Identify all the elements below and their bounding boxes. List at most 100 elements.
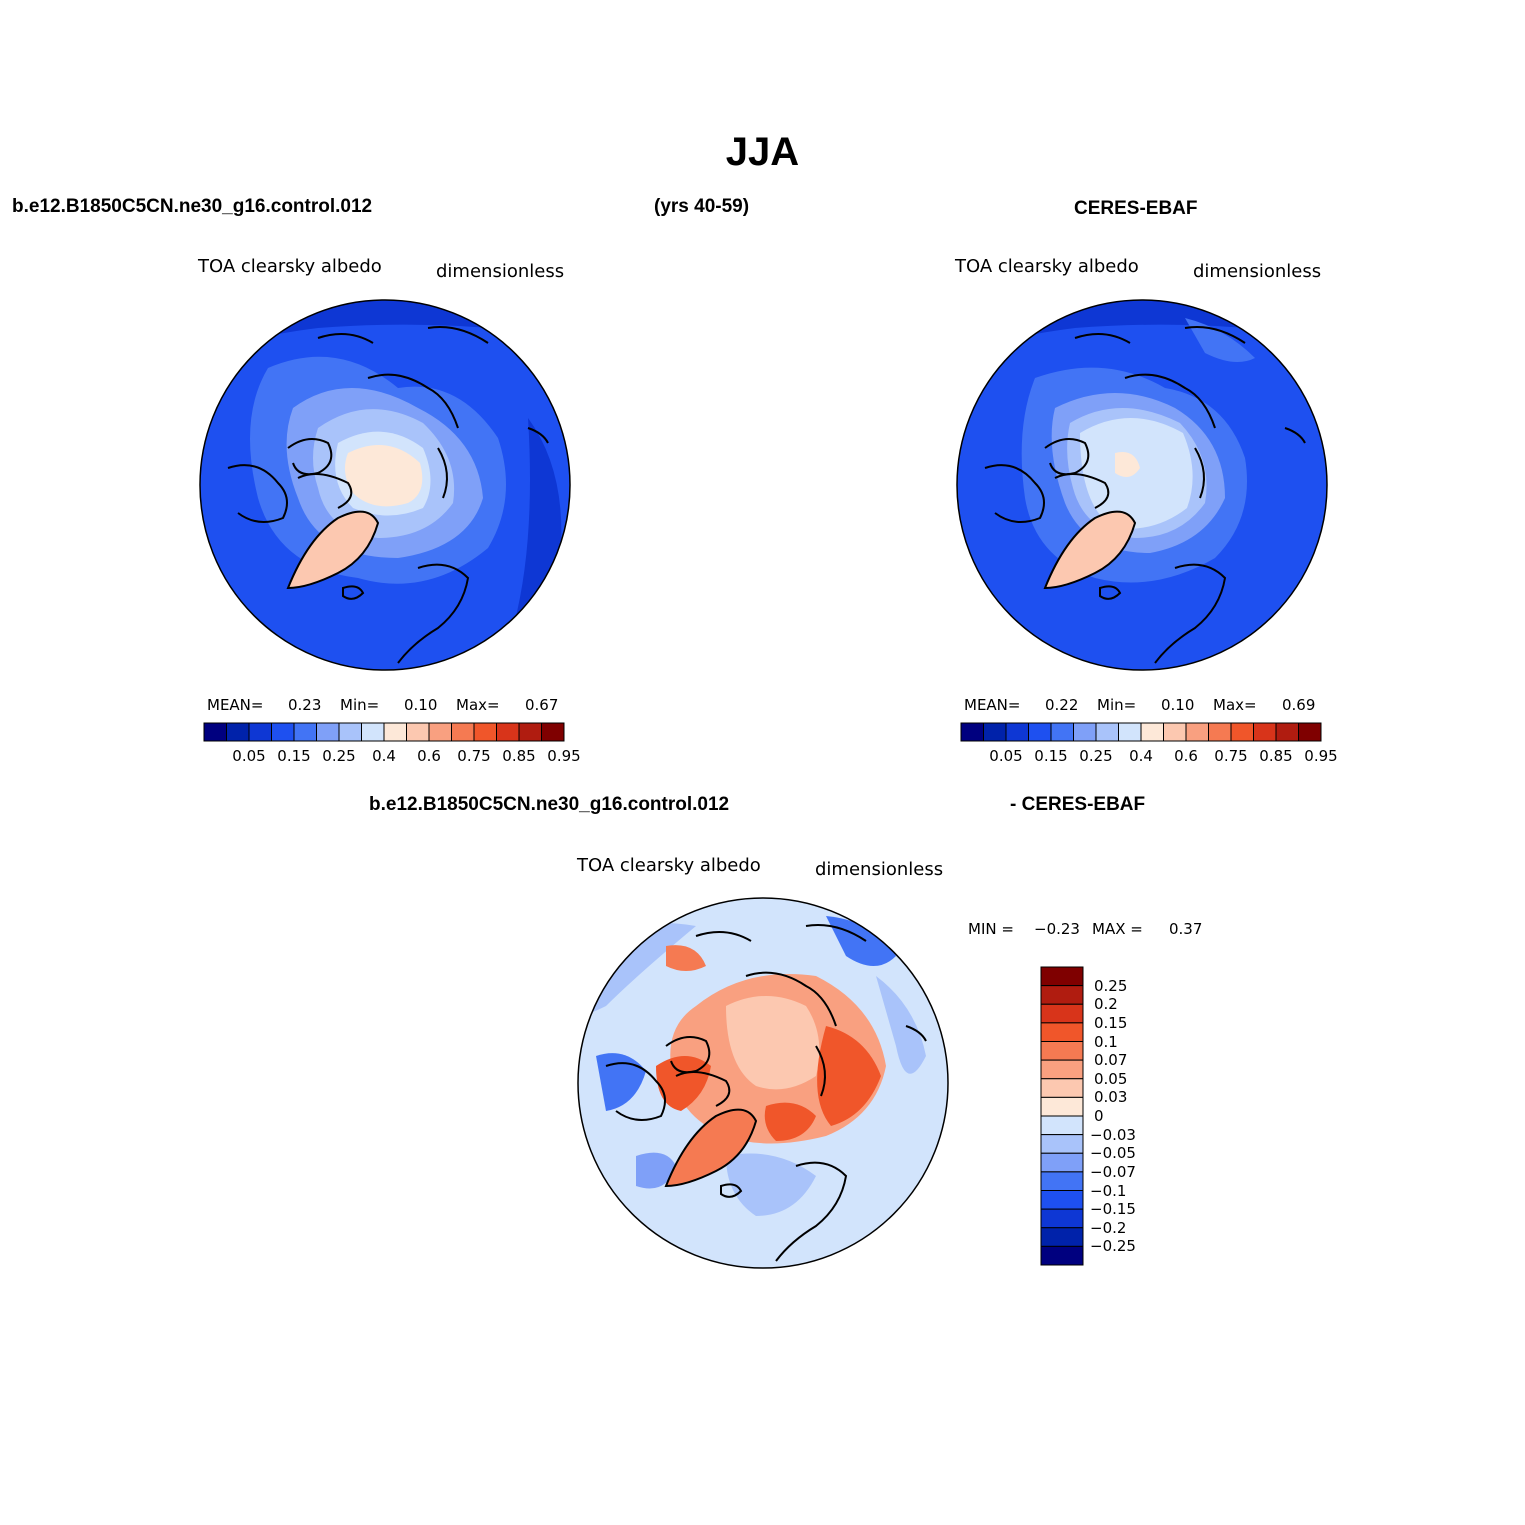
colorbar-swatch-0 xyxy=(960,722,984,742)
colorbar-swatch-13 xyxy=(1040,1208,1084,1229)
colorbar-swatch-13 xyxy=(496,722,520,742)
model-colorbar-ticks: 0.05 0.15 0.25 0.4 0.6 0.75 0.85 0.95 xyxy=(203,747,580,767)
colorbar-tick-label: 0.05 xyxy=(989,747,1023,765)
colorbar-swatch-5 xyxy=(1040,1059,1084,1080)
colorbar-tick-label: 0.95 xyxy=(1304,747,1338,765)
diff-max-label: MAX = xyxy=(1092,920,1143,938)
colorbar-swatch-0 xyxy=(1040,966,1084,987)
colorbar-swatch-5 xyxy=(316,722,340,742)
colorbar-tick-label: 0.25 xyxy=(1079,747,1113,765)
colorbar-tick-label: 0.6 xyxy=(1174,747,1198,765)
colorbar-tick-label: −0.1 xyxy=(1090,1181,1127,1200)
obs-header: CERES-EBAF xyxy=(1074,198,1198,219)
obs-colorbar xyxy=(960,722,1322,742)
colorbar-swatch-8 xyxy=(1040,1115,1084,1136)
colorbar-tick-label: 0.25 xyxy=(322,747,356,765)
model-units-label: dimensionless xyxy=(436,261,565,282)
case-name-header: b.e12.B1850C5CN.ne30_g16.control.012 xyxy=(12,196,373,217)
colorbar-tick-label: 0.4 xyxy=(372,747,396,765)
colorbar-swatch-9 xyxy=(1040,1134,1084,1154)
colorbar-tick-label: 0.05 xyxy=(232,747,266,765)
colorbar-swatch-12 xyxy=(1230,722,1254,742)
colorbar-swatch-1 xyxy=(1040,985,1084,1005)
colorbar-swatch-8 xyxy=(383,722,407,742)
colorbar-swatch-4 xyxy=(1040,1041,1084,1061)
colorbar-swatch-15 xyxy=(541,722,565,742)
colorbar-tick-label: 0.75 xyxy=(1214,747,1248,765)
colorbar-tick-label: 0.6 xyxy=(417,747,441,765)
colorbar-tick-label: −0.2 xyxy=(1090,1218,1127,1237)
colorbar-swatch-14 xyxy=(1040,1227,1084,1247)
colorbar-swatch-0 xyxy=(203,722,227,742)
colorbar-swatch-11 xyxy=(1208,722,1232,742)
colorbar-tick-label: 0 xyxy=(1094,1107,1104,1125)
colorbar-swatch-7 xyxy=(1118,722,1142,742)
colorbar-swatch-6 xyxy=(1040,1078,1084,1098)
colorbar-tick-label: −0.03 xyxy=(1090,1125,1136,1144)
colorbar-tick-label: 0.15 xyxy=(1034,747,1068,765)
model-polar-map xyxy=(199,299,571,671)
colorbar-swatch-4 xyxy=(1050,722,1074,742)
model-mean-label: MEAN= xyxy=(207,696,264,714)
difference-colorbar xyxy=(1040,966,1084,1266)
colorbar-tick-label: 0.85 xyxy=(1259,747,1293,765)
colorbar-tick-label: −0.15 xyxy=(1090,1200,1136,1219)
colorbar-swatch-2 xyxy=(1005,722,1029,742)
colorbar-swatch-9 xyxy=(406,722,430,742)
diff-min-label: MIN = xyxy=(968,920,1014,938)
difference-polar-map xyxy=(577,897,949,1269)
colorbar-swatch-13 xyxy=(1253,722,1277,742)
colorbar-tick-label: 0.03 xyxy=(1094,1088,1128,1107)
colorbar-swatch-3 xyxy=(1040,1022,1084,1042)
colorbar-tick-label: 0.85 xyxy=(502,747,536,765)
colorbar-swatch-4 xyxy=(293,722,317,742)
colorbar-tick-label: 0.75 xyxy=(457,747,491,765)
colorbar-swatch-11 xyxy=(451,722,475,742)
model-max-value: 0.67 xyxy=(525,696,559,714)
obs-min-label: Min= xyxy=(1097,696,1137,714)
colorbar-swatch-7 xyxy=(361,722,385,742)
model-min-label: Min= xyxy=(340,696,380,714)
colorbar-swatch-6 xyxy=(338,722,362,742)
colorbar-swatch-8 xyxy=(1140,722,1164,742)
colorbar-swatch-1 xyxy=(226,722,250,742)
colorbar-swatch-3 xyxy=(271,722,295,742)
diff-obs-header: - CERES-EBAF xyxy=(1010,794,1146,815)
colorbar-swatch-7 xyxy=(1040,1096,1084,1117)
obs-max-label: Max= xyxy=(1213,696,1257,714)
model-colorbar xyxy=(203,722,565,742)
diff-min-value: −0.23 xyxy=(1034,920,1080,938)
years-header: (yrs 40-59) xyxy=(654,196,750,217)
colorbar-swatch-12 xyxy=(1040,1190,1084,1210)
colorbar-tick-label: 0.25 xyxy=(1094,976,1128,995)
page-title: JJA xyxy=(725,130,800,174)
colorbar-swatch-10 xyxy=(428,722,452,742)
colorbar-swatch-6 xyxy=(1095,722,1119,742)
colorbar-tick-label: 0.07 xyxy=(1094,1051,1128,1070)
colorbar-swatch-15 xyxy=(1040,1245,1084,1266)
obs-colorbar-ticks: 0.05 0.15 0.25 0.4 0.6 0.75 0.85 0.95 xyxy=(960,747,1337,767)
diff-max-value: 0.37 xyxy=(1169,920,1203,938)
colorbar-tick-label: −0.05 xyxy=(1090,1144,1136,1163)
colorbar-tick-label: 0.4 xyxy=(1129,747,1153,765)
colorbar-tick-label: 0.2 xyxy=(1094,995,1118,1014)
obs-variable-label: TOA clearsky albedo xyxy=(955,256,1139,277)
colorbar-swatch-2 xyxy=(1040,1003,1084,1024)
model-variable-label: TOA clearsky albedo xyxy=(198,256,382,277)
colorbar-swatch-10 xyxy=(1040,1152,1084,1173)
obs-units-label: dimensionless xyxy=(1193,261,1322,282)
colorbar-tick-label: 0.15 xyxy=(1094,1013,1128,1032)
model-mean-value: 0.23 xyxy=(288,696,322,714)
colorbar-swatch-15 xyxy=(1298,722,1322,742)
obs-polar-map xyxy=(956,299,1328,671)
colorbar-tick-label: 0.15 xyxy=(277,747,311,765)
colorbar-swatch-1 xyxy=(983,722,1007,742)
colorbar-swatch-11 xyxy=(1040,1171,1084,1191)
colorbar-swatch-10 xyxy=(1185,722,1209,742)
colorbar-swatch-14 xyxy=(1275,722,1299,742)
obs-max-value: 0.69 xyxy=(1282,696,1316,714)
colorbar-tick-label: 0.05 xyxy=(1094,1069,1128,1088)
diff-case-header: b.e12.B1850C5CN.ne30_g16.control.012 xyxy=(369,794,730,815)
diff-variable-label: TOA clearsky albedo xyxy=(577,855,761,876)
colorbar-swatch-14 xyxy=(518,722,542,742)
